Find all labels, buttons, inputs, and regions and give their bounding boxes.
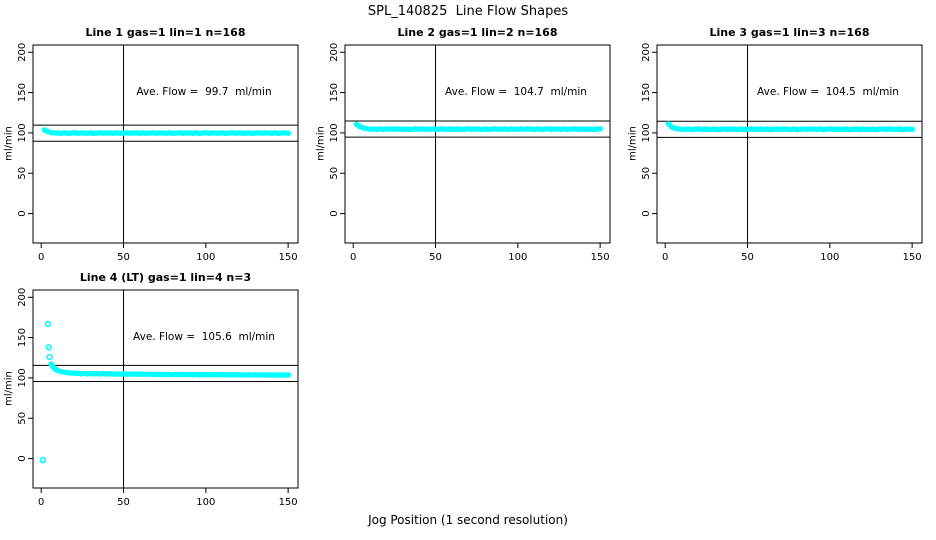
y-tick-label: 150 bbox=[329, 83, 340, 102]
x-tick-label: 0 bbox=[662, 252, 668, 263]
y-tick-label: 100 bbox=[17, 123, 28, 142]
y-tick-label: 0 bbox=[329, 210, 340, 216]
y-tick-label: 50 bbox=[17, 412, 28, 425]
y-tick-label: 0 bbox=[641, 210, 652, 216]
y-tick-label: 50 bbox=[641, 167, 652, 180]
y-tick-label: 100 bbox=[17, 368, 28, 387]
panel-3-data-points bbox=[665, 121, 915, 133]
panel-2-plot-area: 0 50 100 150 0 50 100 150 200 bbox=[329, 43, 611, 263]
panel-3-plot-area: 0 50 100 150 0 50 100 150 200 bbox=[641, 43, 923, 263]
panel-3-ave-flow-annotation: Ave. Flow = 104.5 ml/min bbox=[757, 86, 899, 98]
y-tick-label: 0 bbox=[17, 210, 28, 216]
x-tick-label: 0 bbox=[38, 252, 44, 263]
x-tick-label: 150 bbox=[279, 497, 298, 508]
panel-4-plot-area: 0 50 100 150 0 50 100 150 200 bbox=[17, 288, 299, 508]
panel-1-y-axis-label: ml/min bbox=[3, 126, 15, 161]
x-tick-label: 150 bbox=[903, 252, 922, 263]
y-tick-label: 50 bbox=[329, 167, 340, 180]
panel-1-plot-area: 0 50 100 150 0 50 100 150 200 bbox=[17, 43, 299, 263]
panel-2-data-points bbox=[353, 121, 603, 133]
x-tick-label: 150 bbox=[279, 252, 298, 263]
y-tick-label: 200 bbox=[17, 288, 28, 307]
x-tick-label: 50 bbox=[741, 252, 754, 263]
panel-3-title: Line 3 gas=1 lin=3 n=168 bbox=[709, 26, 870, 39]
panel-4-title: Line 4 (LT) gas=1 lin=4 n=3 bbox=[79, 271, 252, 284]
y-tick-label: 100 bbox=[329, 123, 340, 142]
x-tick-label: 50 bbox=[117, 252, 130, 263]
x-tick-label: 50 bbox=[429, 252, 442, 263]
y-tick-label: 150 bbox=[641, 83, 652, 102]
panel-2-title: Line 2 gas=1 lin=2 n=168 bbox=[397, 26, 558, 39]
y-tick-label: 200 bbox=[17, 43, 28, 62]
y-tick-label: 50 bbox=[17, 167, 28, 180]
x-tick-label: 100 bbox=[196, 497, 215, 508]
y-tick-label: 150 bbox=[17, 83, 28, 102]
outlier-point bbox=[39, 456, 47, 464]
panel-2-y-axis-label: ml/min bbox=[315, 126, 327, 161]
panel-1-title: Line 1 gas=1 lin=1 n=168 bbox=[85, 26, 246, 39]
x-tick-label: 100 bbox=[820, 252, 839, 263]
y-tick-label: 150 bbox=[17, 328, 28, 347]
panel-4-data-points bbox=[39, 320, 291, 464]
y-tick-label: 100 bbox=[641, 123, 652, 142]
x-tick-label: 100 bbox=[196, 252, 215, 263]
panel-1-ave-flow-annotation: Ave. Flow = 99.7 ml/min bbox=[136, 86, 272, 98]
x-axis-label: Jog Position (1 second resolution) bbox=[368, 513, 568, 527]
x-tick-label: 0 bbox=[38, 497, 44, 508]
panel-4-y-axis-label: ml/min bbox=[3, 371, 15, 406]
panel-1-data-points bbox=[41, 127, 291, 137]
x-tick-label: 0 bbox=[350, 252, 356, 263]
panel-3-y-axis-label: ml/min bbox=[627, 126, 639, 161]
outlier-point bbox=[44, 320, 52, 328]
y-tick-label: 200 bbox=[641, 43, 652, 62]
outlier-point bbox=[46, 353, 53, 361]
x-tick-label: 50 bbox=[117, 497, 130, 508]
panel-4-ave-flow-annotation: Ave. Flow = 105.6 ml/min bbox=[133, 331, 275, 343]
outlier-point bbox=[45, 344, 52, 351]
x-tick-label: 150 bbox=[591, 252, 610, 263]
panel-2-ave-flow-annotation: Ave. Flow = 104.7 ml/min bbox=[445, 86, 587, 98]
y-tick-label: 0 bbox=[17, 455, 28, 461]
y-tick-label: 200 bbox=[329, 43, 340, 62]
main-title: SPL_140825 Line Flow Shapes bbox=[367, 4, 569, 19]
x-tick-label: 100 bbox=[508, 252, 527, 263]
